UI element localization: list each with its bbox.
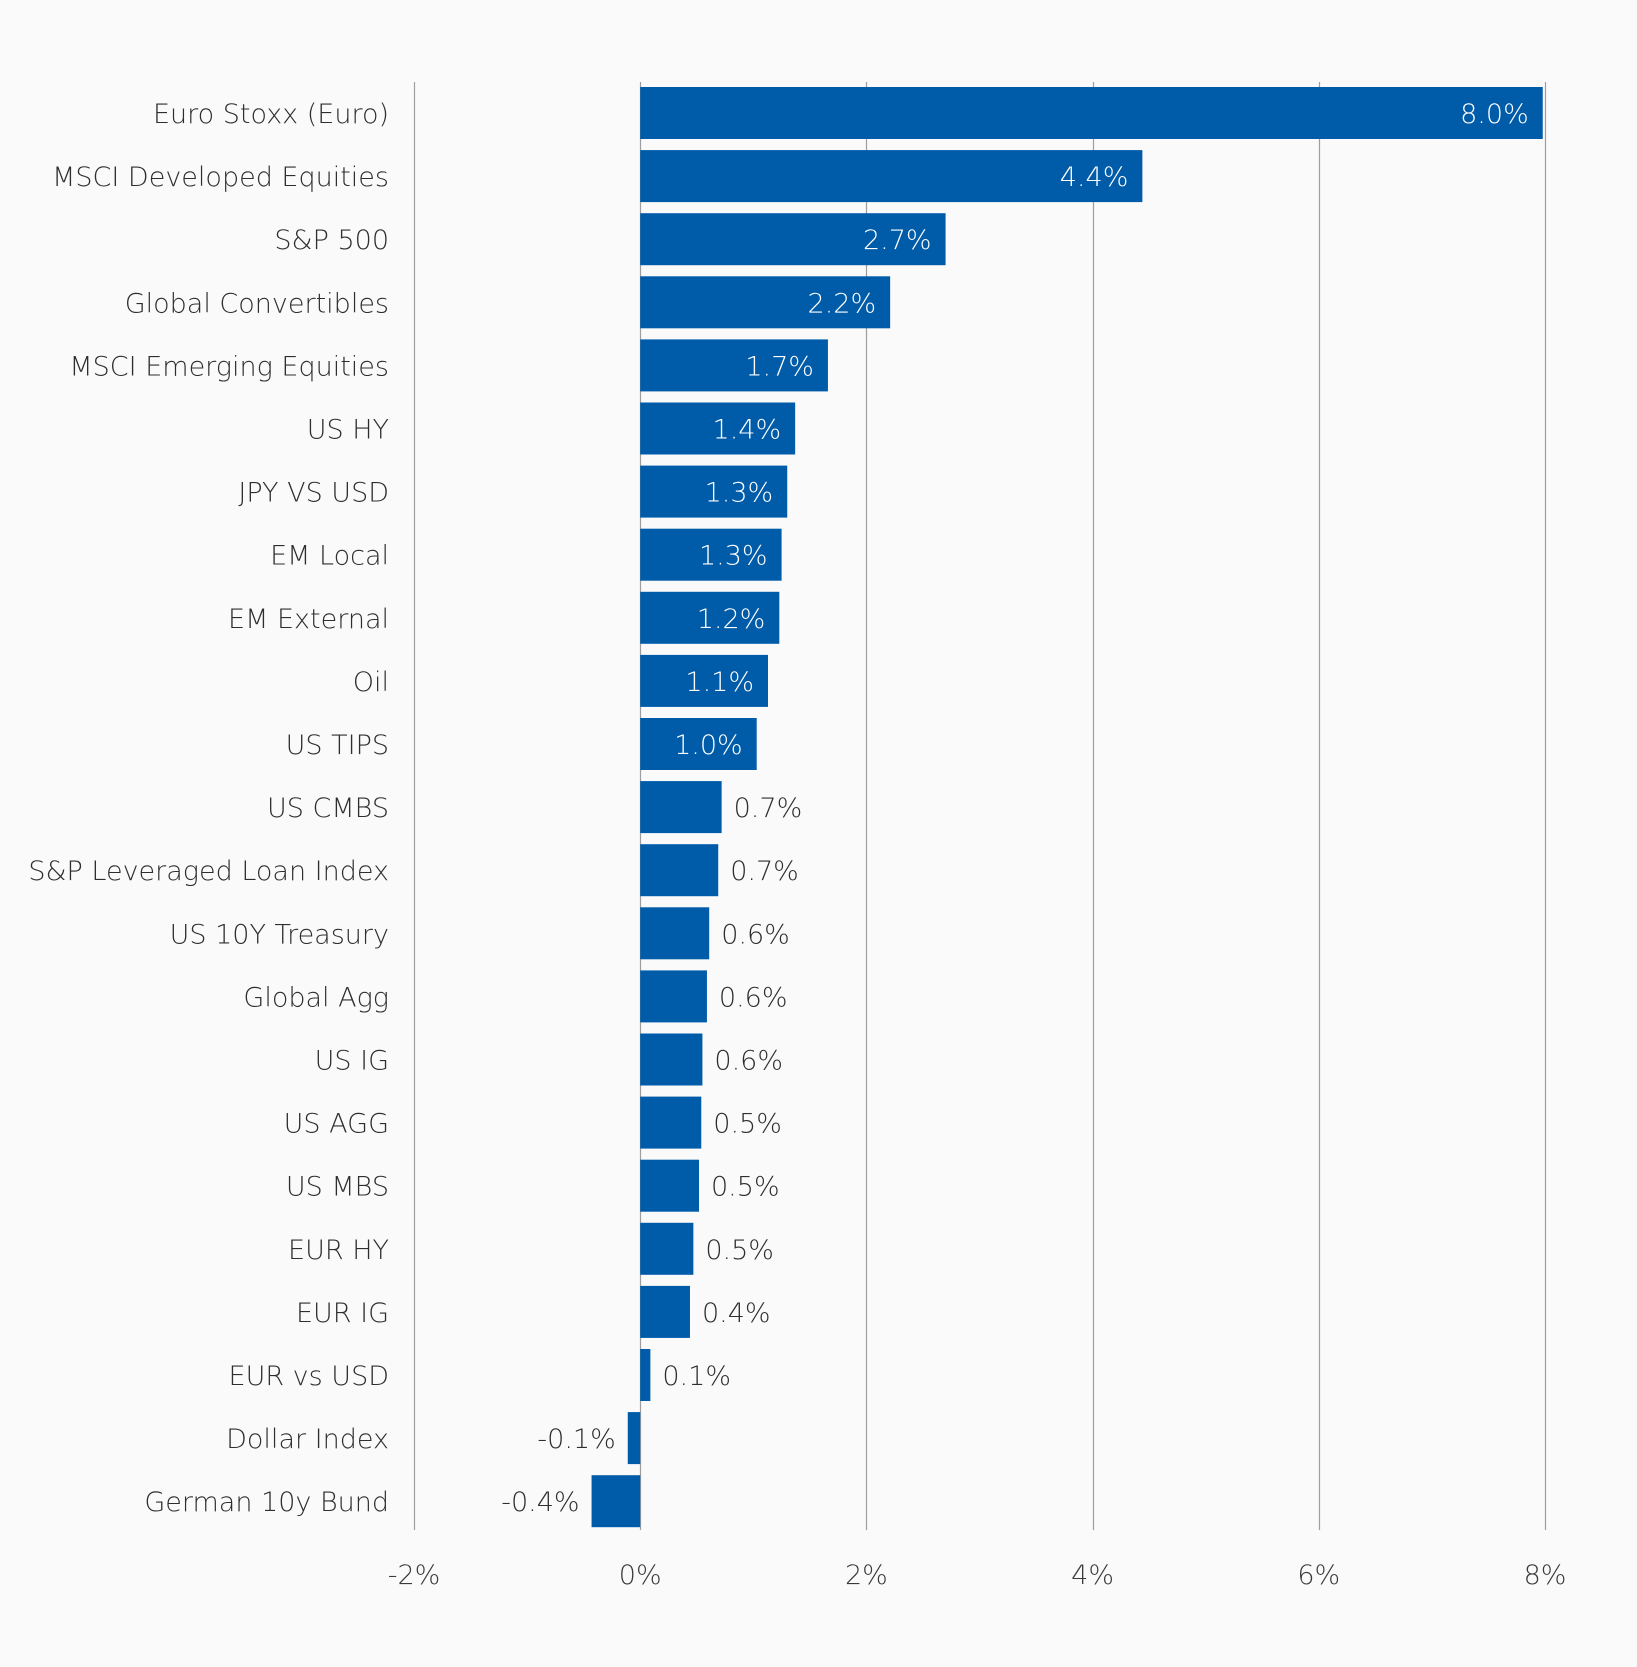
category-label: US AGG <box>284 1109 389 1140</box>
bar <box>640 150 1143 203</box>
category-label: Global Convertibles <box>125 288 389 319</box>
category-label: US IG <box>315 1046 389 1077</box>
bar <box>640 1159 700 1212</box>
gridlines <box>413 82 1547 1530</box>
bar <box>640 1349 651 1401</box>
data-label: 0.7% <box>734 793 803 824</box>
x-tick-label: 2% <box>845 1560 888 1591</box>
category-label: EUR IG <box>296 1298 389 1329</box>
bar <box>640 1222 694 1275</box>
category-label: German 10y Bund <box>144 1487 389 1518</box>
bar <box>591 1475 641 1528</box>
x-axis-tick-labels: -2% 0% 2% 4% 6% 8% <box>388 1560 1567 1591</box>
data-label: 1.1% <box>685 667 754 698</box>
category-label: JPY VS USD <box>238 478 389 509</box>
data-label: 0.5% <box>711 1172 780 1203</box>
x-tick-label: 0% <box>619 1560 662 1591</box>
category-label: S&P Leveraged Loan Index <box>28 856 389 887</box>
bar <box>640 276 891 329</box>
data-label: 1.0% <box>674 730 743 761</box>
data-label: 0.6% <box>721 919 790 950</box>
category-label: Oil <box>353 667 389 698</box>
category-label: EUR vs USD <box>229 1361 389 1392</box>
category-label: Dollar Index <box>226 1424 389 1455</box>
data-label: 2.7% <box>863 225 932 256</box>
bars <box>591 87 1543 1528</box>
value-labels: 8.0% 4.4% 2.7% 2.2% 1.7% 1.4% 1.3% 1.3% 1.2% 1.1%… <box>501 99 1529 1518</box>
data-label: 2.2% <box>808 288 877 319</box>
data-label: 4.4% <box>1060 162 1129 193</box>
bar <box>640 87 1543 139</box>
category-label: Global Agg <box>243 982 389 1013</box>
category-label: US MBS <box>286 1172 389 1203</box>
bar <box>640 528 782 581</box>
bar <box>627 1412 641 1465</box>
category-label: EM External <box>228 604 389 635</box>
category-label: EM Local <box>270 541 389 572</box>
category-labels: Euro Stoxx (Euro) MSCI Developed Equities… <box>28 99 389 1518</box>
bar <box>640 781 722 834</box>
category-label: MSCI Developed Equities <box>52 162 389 193</box>
category-label: MSCI Emerging Equities <box>69 351 389 382</box>
bar <box>640 718 757 770</box>
data-label: 8.0% <box>1460 99 1529 130</box>
data-label: 0.7% <box>730 856 799 887</box>
category-label: S&P 500 <box>274 225 389 256</box>
bar <box>640 844 719 897</box>
bar <box>640 970 707 1023</box>
x-tick-label: 6% <box>1297 1560 1340 1591</box>
data-label: -0.4% <box>501 1487 579 1518</box>
category-label: US CMBS <box>267 793 389 824</box>
data-label: 1.7% <box>745 351 814 382</box>
x-tick-label: -2% <box>388 1560 441 1591</box>
data-label: 1.3% <box>705 478 774 509</box>
data-label: 1.2% <box>697 604 766 635</box>
category-label: Euro Stoxx (Euro) <box>153 99 389 130</box>
bar <box>640 465 788 518</box>
bar <box>640 907 710 960</box>
bar <box>640 1285 690 1338</box>
data-label: -0.1% <box>537 1424 615 1455</box>
bar <box>640 654 769 707</box>
bar <box>640 213 946 266</box>
category-label: EUR HY <box>288 1235 389 1266</box>
bar <box>640 591 780 644</box>
data-label: 1.4% <box>713 415 782 446</box>
data-label: 0.4% <box>702 1298 771 1329</box>
bar <box>640 402 796 455</box>
data-label: 0.1% <box>662 1361 731 1392</box>
category-label: US 10Y Treasury <box>170 919 389 950</box>
category-label: US HY <box>307 415 389 446</box>
data-label: 0.5% <box>705 1235 774 1266</box>
data-label: 0.6% <box>714 1046 783 1077</box>
category-label: US TIPS <box>286 730 389 761</box>
bar <box>640 1096 702 1149</box>
x-tick-label: 8% <box>1524 1560 1567 1591</box>
bar <box>640 1033 703 1086</box>
bar <box>640 339 828 392</box>
data-label: 0.6% <box>719 982 788 1013</box>
x-tick-label: 4% <box>1071 1560 1114 1591</box>
data-label: 1.3% <box>699 541 768 572</box>
data-label: 0.5% <box>713 1109 782 1140</box>
